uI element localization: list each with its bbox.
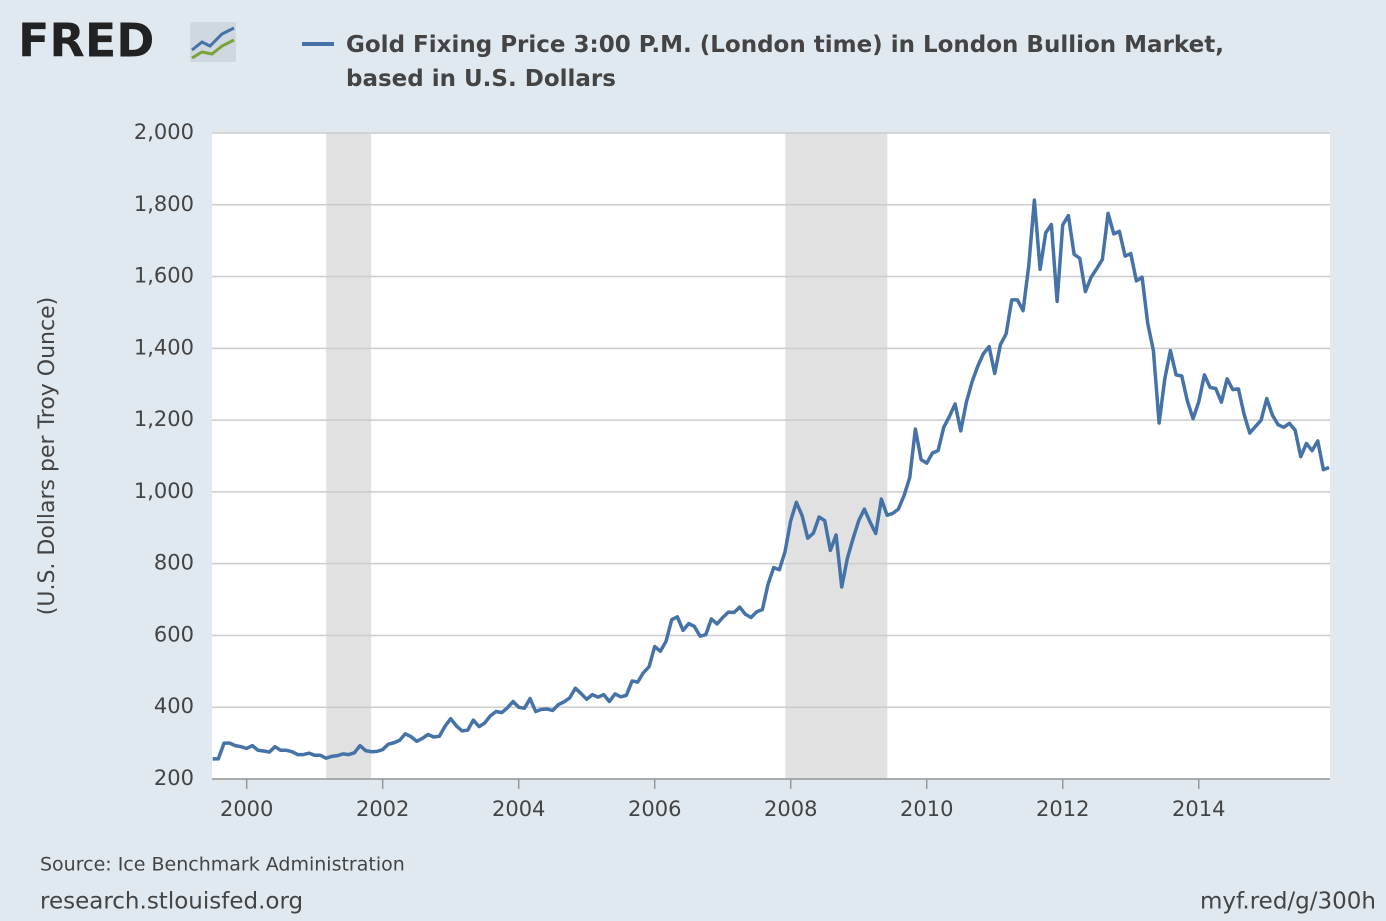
y-tick-label: 1,800 (134, 192, 194, 216)
series-line (212, 198, 1330, 761)
x-tick-label: 2000 (220, 797, 273, 821)
x-tick-label: 2014 (1172, 797, 1225, 821)
y-tick-label: 600 (154, 622, 194, 646)
x-tick-label: 2010 (900, 797, 953, 821)
recession (326, 133, 372, 779)
y-axis-label: (U.S. Dollars per Troy Ounce) (35, 297, 60, 615)
x-tick-label: 2012 (1036, 797, 1089, 821)
y-tick-label: 400 (154, 694, 194, 718)
y-tick-label: 200 (154, 766, 194, 790)
short-url: myf.red/g/300h (1200, 889, 1376, 915)
x-tick-label: 2008 (764, 797, 817, 821)
y-tick-label: 1,000 (134, 479, 194, 503)
recession (785, 133, 888, 779)
legend-title: Gold Fixing Price 3:00 P.M. (London time… (346, 32, 1224, 92)
x-tick-label: 2004 (492, 797, 545, 821)
site: research.stlouisfed.org (40, 889, 303, 915)
plot-area (212, 133, 1330, 779)
y-tick-label: 1,200 (134, 407, 194, 431)
y-tick-label: 800 (154, 551, 194, 575)
logo-icon (190, 22, 236, 62)
x-tick-label: 2006 (628, 797, 681, 821)
source: Source: Ice Benchmark Administration (40, 854, 405, 876)
y-tick-label: 1,600 (134, 264, 194, 288)
x-tick-label: 2002 (356, 797, 409, 821)
y-tick-label: 1,400 (134, 335, 194, 359)
logo: FRED (18, 14, 154, 68)
y-tick-label: 2,000 (134, 120, 194, 144)
